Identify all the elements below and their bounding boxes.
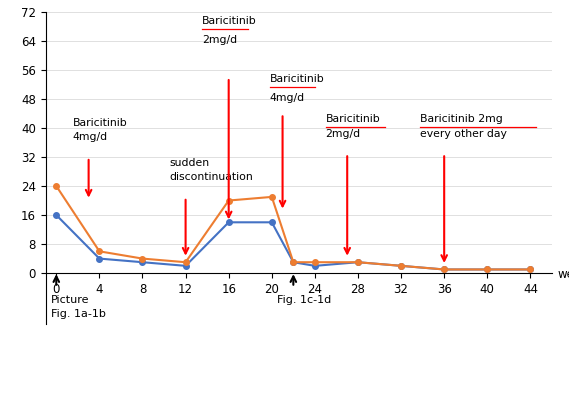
PPPASI <box>269 220 275 225</box>
Text: sudden: sudden <box>170 158 209 168</box>
Text: Baricitinib: Baricitinib <box>325 114 381 124</box>
EASI <box>398 263 405 268</box>
PPPASI <box>139 260 146 265</box>
Text: 4mg/d: 4mg/d <box>72 132 108 143</box>
PPPASI <box>311 263 318 268</box>
Text: Fig. 1a-1b: Fig. 1a-1b <box>51 309 106 320</box>
Text: Picture: Picture <box>51 295 89 305</box>
Text: 2mg/d: 2mg/d <box>325 129 361 139</box>
Text: every other day: every other day <box>420 129 508 139</box>
EASI <box>311 260 318 265</box>
EASI <box>354 260 361 265</box>
PPPASI <box>225 220 232 225</box>
PPPASI <box>96 256 103 261</box>
Text: discontinuation: discontinuation <box>170 172 253 182</box>
PPPASI <box>484 267 490 272</box>
Text: Baricitinib: Baricitinib <box>270 74 324 85</box>
Text: 2mg/d: 2mg/d <box>202 34 237 45</box>
PPPASI <box>290 260 297 265</box>
Line: EASI: EASI <box>53 183 533 272</box>
Text: 4mg/d: 4mg/d <box>270 92 305 103</box>
EASI <box>269 194 275 199</box>
Text: Baricitinib: Baricitinib <box>202 16 257 26</box>
Text: Baricitinib: Baricitinib <box>72 118 127 128</box>
EASI <box>139 256 146 261</box>
Text: weeks: weeks <box>557 269 569 281</box>
EASI <box>182 260 189 265</box>
Text: Fig. 1c-1d: Fig. 1c-1d <box>277 295 331 305</box>
PPPASI <box>441 267 448 272</box>
EASI <box>484 267 490 272</box>
PPPASI <box>182 263 189 268</box>
EASI <box>441 267 448 272</box>
EASI <box>96 249 103 254</box>
Line: PPPASI: PPPASI <box>53 212 533 272</box>
EASI <box>527 267 534 272</box>
EASI <box>53 184 60 188</box>
EASI <box>225 198 232 203</box>
PPPASI <box>53 213 60 217</box>
EASI <box>290 260 297 265</box>
PPPASI <box>354 260 361 265</box>
PPPASI <box>527 267 534 272</box>
Text: Baricitinib 2mg: Baricitinib 2mg <box>420 114 503 124</box>
PPPASI <box>398 263 405 268</box>
